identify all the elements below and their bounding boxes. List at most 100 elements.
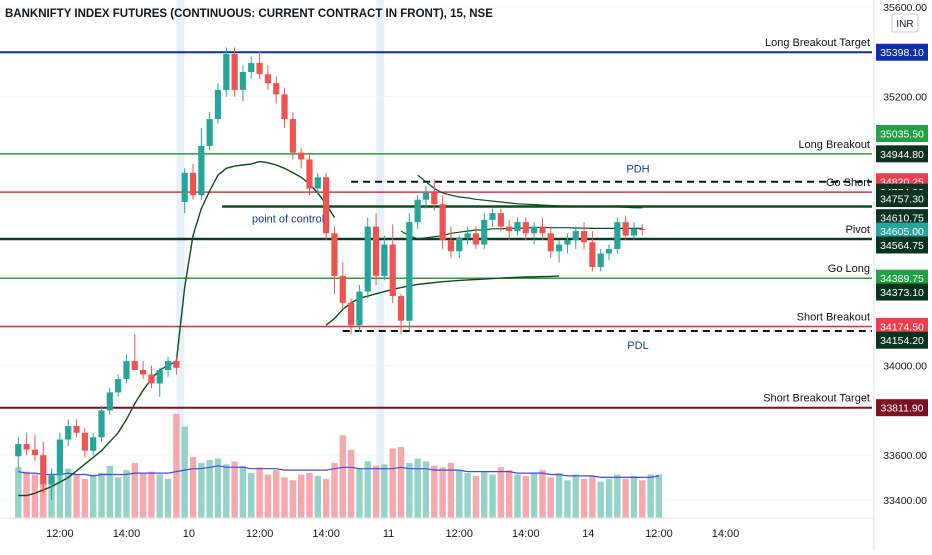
volume-bar xyxy=(65,468,72,518)
price-tag-label-6: 34610.75 xyxy=(880,213,924,225)
candle-body[interactable] xyxy=(156,370,163,384)
candle-body[interactable] xyxy=(447,240,455,252)
volume-bar xyxy=(231,461,238,518)
x-tick-label-8: 14 xyxy=(582,528,594,540)
candle-body[interactable] xyxy=(381,244,388,276)
candle-body[interactable] xyxy=(481,219,488,245)
candle-body[interactable] xyxy=(323,177,330,234)
candle-body[interactable] xyxy=(439,204,446,241)
candle-body[interactable] xyxy=(181,172,188,202)
candle-body[interactable] xyxy=(173,361,180,368)
candle-body[interactable] xyxy=(422,192,430,200)
volume-bar xyxy=(489,474,496,518)
candle-body[interactable] xyxy=(81,432,88,451)
candle-body[interactable] xyxy=(406,222,413,321)
x-tick-label-7: 14:00 xyxy=(512,528,540,540)
candle-body[interactable] xyxy=(614,222,621,250)
candle-body[interactable] xyxy=(389,244,396,297)
candle-body[interactable] xyxy=(556,244,563,252)
candle-body[interactable] xyxy=(256,63,263,75)
volume-layer xyxy=(15,413,663,518)
candle-body[interactable] xyxy=(589,242,596,267)
candle-body[interactable] xyxy=(572,231,579,241)
candle-body[interactable] xyxy=(31,449,39,456)
candle-body[interactable] xyxy=(456,237,463,252)
candle-body[interactable] xyxy=(239,71,247,90)
candle-body[interactable] xyxy=(214,89,222,120)
candle-body[interactable] xyxy=(73,426,80,433)
volume-bar xyxy=(206,460,213,518)
price-tag-label-12: 34154.20 xyxy=(880,335,924,347)
candle-body[interactable] xyxy=(431,192,438,205)
candle-body[interactable] xyxy=(348,302,355,326)
candle-body[interactable] xyxy=(414,199,421,223)
candle-body[interactable] xyxy=(522,222,529,234)
candle-body[interactable] xyxy=(564,240,571,245)
candle-body[interactable] xyxy=(464,233,471,238)
candle-body[interactable] xyxy=(506,226,513,232)
candle-body[interactable] xyxy=(115,378,122,393)
candle-body[interactable] xyxy=(639,228,646,230)
candle-body[interactable] xyxy=(140,370,147,375)
candle-body[interactable] xyxy=(372,226,380,276)
candle-body[interactable] xyxy=(206,119,213,146)
candle-body[interactable] xyxy=(56,439,63,476)
candle-body[interactable] xyxy=(356,291,363,326)
candle-body[interactable] xyxy=(281,94,288,120)
candle-body[interactable] xyxy=(472,233,479,245)
candle-body[interactable] xyxy=(131,361,138,371)
candle-body[interactable] xyxy=(306,159,313,189)
volume-bar xyxy=(539,470,546,518)
candle-body[interactable] xyxy=(547,233,554,252)
candle-body[interactable] xyxy=(489,213,496,220)
candle-body[interactable] xyxy=(497,213,504,227)
y-tick-label-6: 33400.00 xyxy=(883,495,927,507)
candle-body[interactable] xyxy=(364,226,371,292)
candle-body[interactable] xyxy=(23,443,30,450)
candle-body[interactable] xyxy=(48,475,55,485)
volume-bar xyxy=(306,473,313,518)
candle-body[interactable] xyxy=(231,54,238,90)
candle-body[interactable] xyxy=(273,83,280,95)
candle-body[interactable] xyxy=(539,226,546,234)
candle-body[interactable] xyxy=(223,54,230,90)
candle-body[interactable] xyxy=(298,152,305,160)
candle-body[interactable] xyxy=(65,426,72,440)
candle-body[interactable] xyxy=(514,222,521,232)
candle-body[interactable] xyxy=(98,410,105,438)
volume-bar xyxy=(148,471,155,518)
volume-bar xyxy=(164,478,172,518)
candle-body[interactable] xyxy=(597,253,604,267)
candle-body[interactable] xyxy=(605,249,613,254)
candle-body[interactable] xyxy=(314,177,321,189)
price-tag-label-5: 34757.30 xyxy=(880,194,924,206)
upper-curve xyxy=(417,174,643,209)
candle-body[interactable] xyxy=(189,172,197,196)
candle-body[interactable] xyxy=(531,226,538,234)
candle-body[interactable] xyxy=(106,392,113,411)
grid-lines xyxy=(0,6,872,501)
candle-body[interactable] xyxy=(248,63,255,72)
candle-body[interactable] xyxy=(289,119,296,153)
candle-body[interactable] xyxy=(198,145,205,196)
candle-body[interactable] xyxy=(622,222,629,236)
candle-body[interactable] xyxy=(331,233,338,276)
candle-body[interactable] xyxy=(90,437,97,451)
candle-body[interactable] xyxy=(164,361,172,371)
volume-bar xyxy=(530,473,538,518)
price-tag-10 xyxy=(876,283,928,301)
candle-body[interactable] xyxy=(630,228,638,236)
candle-body[interactable] xyxy=(123,361,130,379)
volume-bar xyxy=(297,474,305,518)
candle-body[interactable] xyxy=(580,231,588,243)
volume-bar xyxy=(439,467,446,518)
candle-body[interactable] xyxy=(264,74,271,84)
candle-body[interactable] xyxy=(339,275,346,303)
candle-body[interactable] xyxy=(15,443,22,457)
candle-body[interactable] xyxy=(397,296,405,321)
candle-body[interactable] xyxy=(148,374,155,384)
currency-badge[interactable]: INR xyxy=(891,13,919,33)
candle-body[interactable] xyxy=(40,455,47,485)
